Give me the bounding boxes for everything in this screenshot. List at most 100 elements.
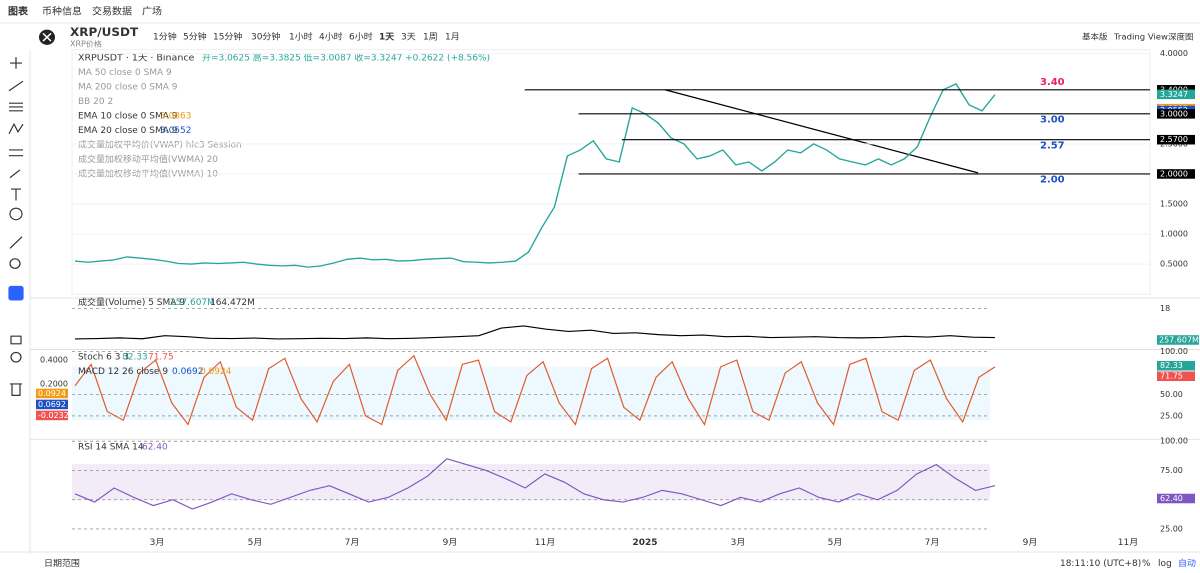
- tool-lines[interactable]: [9, 102, 23, 112]
- x-tick-label: 3月: [150, 537, 165, 548]
- clock: 18:11:10 (UTC+8): [1060, 559, 1141, 569]
- volume-value: 164.472M: [210, 298, 255, 308]
- indicator-name: EMA 20 close 0 SMA 9: [78, 126, 177, 136]
- tool-brush[interactable]: [9, 169, 21, 179]
- date-range[interactable]: 日期范围: [44, 557, 80, 569]
- y-tick-label: 25.00: [1160, 412, 1183, 421]
- rsi-tag: [1157, 493, 1195, 504]
- x-tick-label: 7月: [925, 537, 940, 548]
- volume-value: 257.607M: [170, 298, 215, 308]
- nav-tab[interactable]: 广场: [142, 5, 162, 18]
- legend-ohlc: 开=3.0625 高=3.3825 低=3.0087 收=3.3247 +0.2…: [202, 52, 490, 64]
- y-tick-label: 1.0000: [1160, 230, 1188, 239]
- interval[interactable]: 3天: [401, 33, 416, 43]
- rsi-tag-label: 62.40: [1160, 494, 1183, 503]
- x-tick-label: 9月: [1023, 537, 1038, 548]
- y-tick-label: 25.00: [1160, 525, 1183, 534]
- price-tag-label: 3.3247: [1160, 90, 1188, 99]
- price-line: [74, 82, 996, 268]
- interval[interactable]: 1分钟: [153, 31, 177, 43]
- tool-fib[interactable]: [9, 149, 23, 157]
- macd-tag-label: -0.0232: [38, 411, 69, 420]
- percent-toggle[interactable]: %: [1142, 559, 1151, 569]
- price-tag: [1157, 89, 1195, 100]
- rsi-value: 62.40: [142, 443, 168, 453]
- price-tag-label: 2.0000: [1160, 170, 1188, 179]
- view-option[interactable]: 深度图: [1168, 32, 1193, 42]
- y-tick-label: 50.00: [1160, 390, 1183, 399]
- y-tick-label: 0.5000: [1160, 260, 1188, 269]
- auto-toggle[interactable]: 自动: [1178, 557, 1196, 569]
- indicator-name: 成交量加权移动平均值(VWMA) 20: [78, 153, 218, 165]
- stoch-d: 71.75: [148, 353, 174, 363]
- tool-line[interactable]: [8, 80, 24, 92]
- level-label: 2.00: [1040, 175, 1065, 186]
- trend-line: [664, 89, 979, 174]
- tool-text[interactable]: [11, 188, 21, 201]
- x-tick-label: 2025: [632, 538, 657, 548]
- view-option[interactable]: Trading View: [1113, 32, 1168, 42]
- macd-tag-label: 0.0924: [38, 389, 66, 398]
- rsi-band: [72, 464, 990, 501]
- tool-eye[interactable]: [10, 351, 22, 363]
- symbol-name: XRP价格: [70, 39, 102, 49]
- tool-trash[interactable]: [10, 383, 22, 396]
- y-tick-label: 1.5000: [1160, 200, 1188, 209]
- x-tick-label: 11月: [1118, 537, 1138, 548]
- macd-legend: MACD 12 26 close 9: [78, 367, 168, 377]
- indicator-name: BB 20 2: [78, 97, 113, 107]
- view-option[interactable]: 基本版: [1082, 32, 1107, 42]
- y-tick-label: 100.00: [1160, 347, 1188, 356]
- log-toggle[interactable]: log: [1158, 559, 1172, 569]
- price-pane: [71, 49, 1151, 295]
- interval[interactable]: 5分钟: [183, 31, 207, 43]
- nav-tab[interactable]: 图表: [8, 5, 28, 18]
- x-tick-label: 5月: [828, 537, 843, 548]
- x-tick-label: 11月: [535, 537, 555, 548]
- legend-title: XRPUSDT · 1天 · Binance: [78, 53, 195, 64]
- level-label: 3.00: [1040, 115, 1065, 126]
- tool-pattern[interactable]: [8, 122, 24, 134]
- indicator-name: MA 200 close 0 SMA 9: [78, 83, 177, 93]
- tool-zoom[interactable]: [9, 258, 21, 269]
- tool-magnet[interactable]: [8, 285, 24, 301]
- y-tick-label: 75.00: [1160, 466, 1183, 475]
- y-tick-label: 4.0000: [1160, 49, 1188, 58]
- interval[interactable]: 1周: [423, 32, 438, 43]
- stoch-tag: [1157, 371, 1195, 382]
- nav-tab[interactable]: 交易数据: [92, 5, 132, 18]
- rsi-legend: RSI 14 SMA 14: [78, 443, 144, 453]
- symbol-icon-mark: [42, 32, 52, 42]
- price-tag: [1157, 169, 1195, 179]
- tool-cross[interactable]: [10, 57, 22, 69]
- nav-tab[interactable]: 币种信息: [42, 5, 82, 18]
- indicator-value: 3.0863: [160, 112, 191, 122]
- interval[interactable]: 1月: [445, 32, 460, 43]
- interval[interactable]: 1小时: [289, 31, 313, 43]
- indicator-value: 3.0552: [160, 126, 191, 136]
- stoch-tag-label: 82.33: [1160, 361, 1183, 370]
- stoch-tag-label: 71.75: [1160, 372, 1183, 381]
- price-tag-label: 2.5700: [1160, 135, 1188, 144]
- tool-lock[interactable]: [10, 335, 22, 345]
- price-tag: [1157, 109, 1195, 119]
- interval[interactable]: 4小时: [319, 31, 343, 43]
- interval[interactable]: 15分钟: [213, 31, 243, 43]
- macd-tick: 0.4000: [40, 356, 68, 365]
- volume-tag: [1157, 335, 1199, 345]
- x-tick-label: 5月: [248, 537, 263, 548]
- volume-legend: 成交量(Volume) 5 SMA 9: [78, 296, 185, 308]
- symbol-pair: XRP/USDT: [70, 25, 138, 39]
- interval[interactable]: 6小时: [349, 31, 373, 43]
- level-label: 2.57: [1040, 141, 1065, 152]
- indicator-name: 成交量加权平均价(VWAP) hlc3 Session: [78, 139, 242, 151]
- tool-emoji[interactable]: [9, 207, 23, 221]
- level-label: 3.40: [1040, 77, 1065, 88]
- macd-value: 0.0924: [200, 367, 232, 377]
- interval[interactable]: 30分钟: [251, 31, 281, 43]
- interval[interactable]: 1天: [379, 32, 394, 43]
- macd-tag: [36, 399, 68, 410]
- tool-ruler[interactable]: [9, 236, 23, 249]
- indicator-name: MA 50 close 0 SMA 9: [78, 68, 172, 78]
